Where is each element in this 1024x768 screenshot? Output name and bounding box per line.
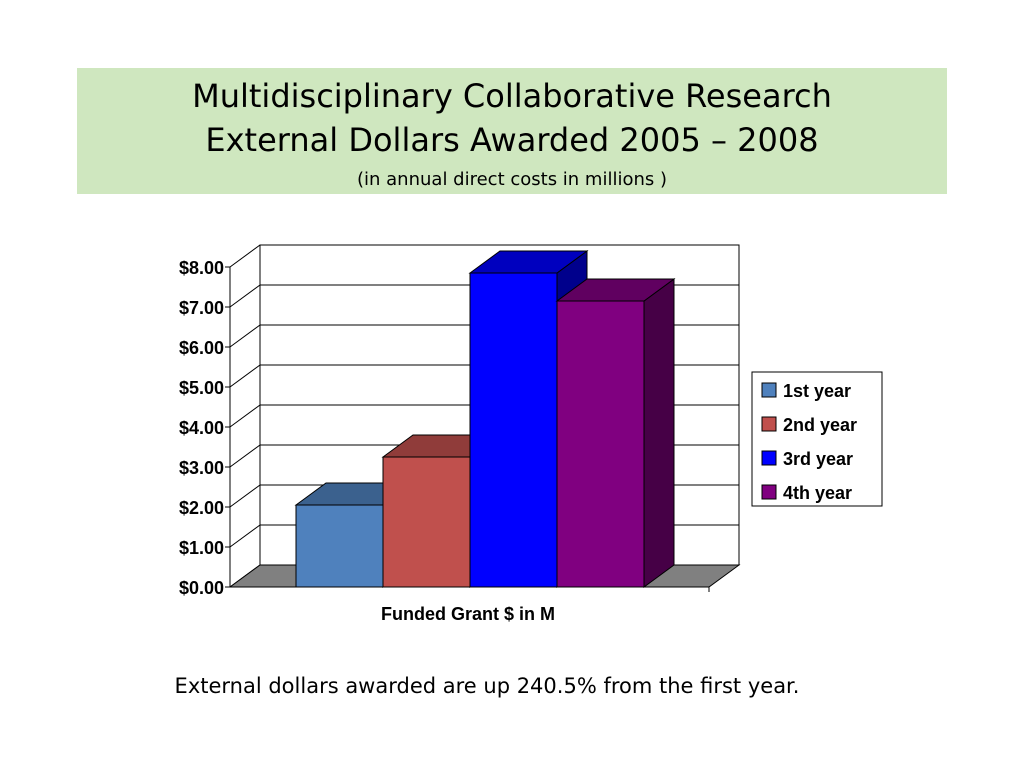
side-gridline [229, 524, 261, 548]
y-tick-label: $1.00 [179, 538, 224, 558]
legend-label: 4th year [783, 483, 852, 503]
y-tick-label: $3.00 [179, 458, 224, 478]
chart-legend: 1st year 2nd year 3rd year 4th year [751, 371, 883, 507]
y-tick-label: $0.00 [179, 578, 224, 598]
legend-label: 3rd year [783, 449, 853, 469]
x-category-label: Funded Grant $ in M [381, 604, 555, 624]
title-banner: Multidisciplinary Collaborative Research… [77, 68, 947, 194]
legend-label: 1st year [783, 381, 851, 401]
legend-swatch [761, 450, 777, 466]
legend-swatch [761, 484, 777, 500]
slide-subtitle: (in annual direct costs in millions ) [357, 169, 667, 190]
side-gridline [229, 244, 261, 268]
bar-front [295, 504, 384, 588]
side-gridline [229, 324, 261, 348]
side-gridline [229, 284, 261, 308]
legend-swatch [761, 382, 777, 398]
y-tick-label: $8.00 [179, 258, 224, 278]
bar-4th-year [555, 278, 676, 588]
legend-swatch [761, 416, 777, 432]
side-gridline [229, 484, 261, 508]
bar-front [382, 456, 471, 588]
legend-label: 2nd year [783, 415, 857, 435]
y-tick-label: $7.00 [179, 298, 224, 318]
y-tick-label: $4.00 [179, 418, 224, 438]
bar-front [556, 300, 645, 588]
slide-title-line2: External Dollars Awarded 2005 – 2008 [205, 121, 819, 159]
side-gridline [229, 404, 261, 428]
side-gridline [229, 444, 261, 468]
side-gridline [229, 364, 261, 388]
slide-title-line1: Multidisciplinary Collaborative Research [192, 77, 832, 115]
y-tick-label: $2.00 [179, 498, 224, 518]
y-tick-label: $6.00 [179, 338, 224, 358]
bar-front [469, 272, 558, 588]
slide-caption: External dollars awarded are up 240.5% f… [174, 674, 800, 698]
bar-side [643, 278, 675, 588]
y-tick-label: $5.00 [179, 378, 224, 398]
